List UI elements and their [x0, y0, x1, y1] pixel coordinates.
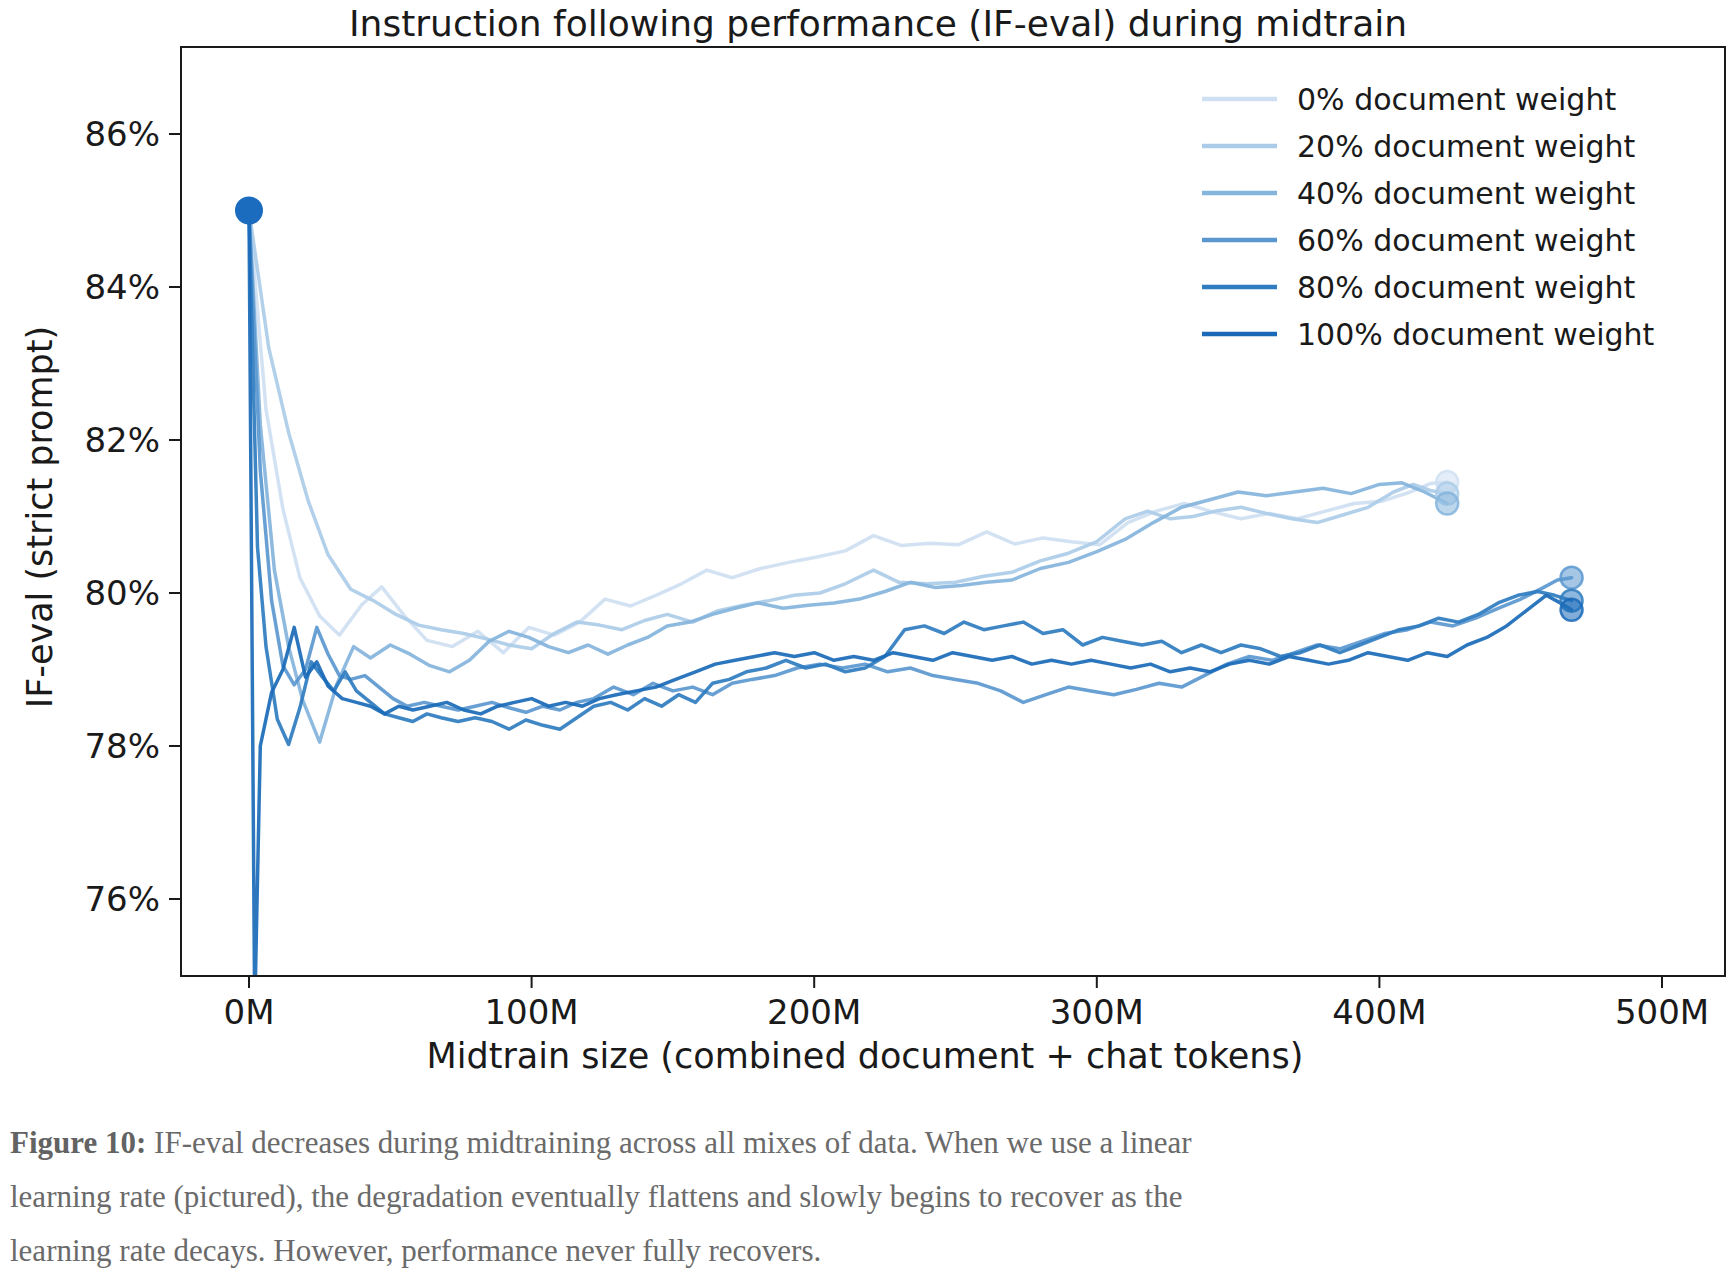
legend-label: 60% document weight: [1297, 223, 1635, 258]
x-tick-label: 300M: [1050, 992, 1144, 1032]
series-end-marker-5: [1561, 599, 1583, 621]
legend-label: 0% document weight: [1297, 82, 1616, 117]
x-tick-label: 200M: [767, 992, 861, 1032]
figure-panel: Instruction following performance (IF-ev…: [0, 0, 1735, 1279]
start-point-marker: [235, 197, 263, 225]
x-tick-label: 500M: [1615, 992, 1709, 1032]
series-end-marker-3: [1561, 567, 1583, 589]
series-line-1: [249, 211, 1447, 649]
legend-label: 100% document weight: [1297, 317, 1655, 352]
legend: 0% document weight 20% document weight 40%…: [1202, 82, 1655, 352]
y-tick-label: 86%: [84, 114, 160, 154]
chart-title: Instruction following performance (IF-ev…: [349, 3, 1407, 44]
y-tick-label: 80%: [84, 573, 160, 613]
series-line-0: [249, 211, 1447, 653]
figure-caption: Figure 10: IF-eval decreases during midt…: [10, 1116, 1650, 1278]
if-eval-chart: Instruction following performance (IF-ev…: [0, 0, 1735, 1100]
x-tick-label: 400M: [1332, 992, 1426, 1032]
series-end-marker-2: [1436, 492, 1458, 514]
legend-label: 40% document weight: [1297, 176, 1635, 211]
x-tick-label: 100M: [484, 992, 578, 1032]
y-tick-label: 76%: [84, 879, 160, 919]
legend-label: 80% document weight: [1297, 270, 1635, 305]
x-tick-label: 0M: [224, 992, 275, 1032]
y-axis-label: IF-eval (strict prompt): [20, 326, 60, 708]
y-tick-label: 82%: [84, 420, 160, 460]
x-axis-label: Midtrain size (combined document + chat …: [427, 1036, 1304, 1076]
marker-layer: [235, 197, 1583, 621]
caption-line-1: Figure 10: IF-eval decreases during midt…: [10, 1116, 1650, 1170]
y-tick-label: 78%: [84, 726, 160, 766]
caption-figure-label: Figure 10:: [10, 1125, 146, 1160]
legend-label: 20% document weight: [1297, 129, 1635, 164]
caption-line-3: learning rate decays. However, performan…: [10, 1224, 1650, 1278]
y-tick-label: 84%: [84, 267, 160, 307]
caption-line-1-text: IF-eval decreases during midtraining acr…: [146, 1125, 1191, 1160]
caption-line-2: learning rate (pictured), the degradatio…: [10, 1170, 1650, 1224]
